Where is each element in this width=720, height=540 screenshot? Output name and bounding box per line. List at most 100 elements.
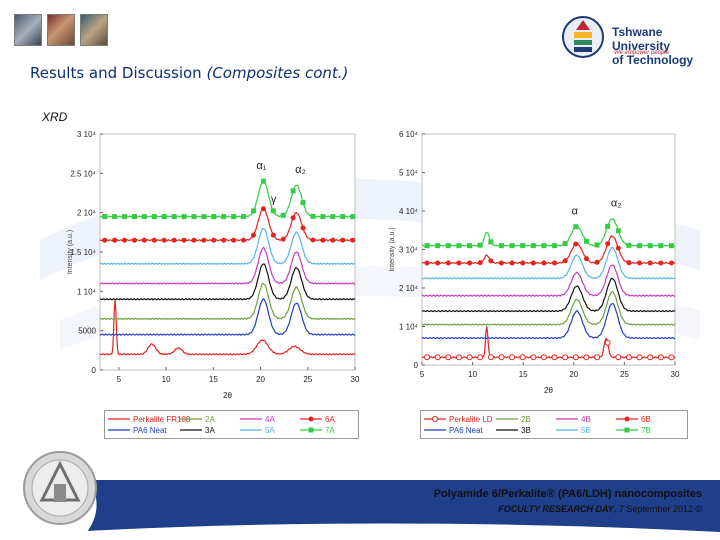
series-marker xyxy=(102,214,108,220)
legend-label: 3A xyxy=(205,426,215,435)
header-photo-2 xyxy=(47,14,75,46)
series-marker xyxy=(112,237,118,243)
series-marker xyxy=(131,214,137,220)
series-marker xyxy=(241,237,247,243)
series-marker xyxy=(191,237,197,243)
series-marker xyxy=(310,213,316,219)
series-line xyxy=(99,282,356,320)
series-marker xyxy=(615,228,621,234)
series-marker xyxy=(181,237,187,243)
series-marker xyxy=(668,243,674,249)
series-marker xyxy=(657,354,664,361)
legend-label: Perkalite FR100 xyxy=(133,415,191,424)
series-6a xyxy=(99,206,356,243)
legend-item: 5B xyxy=(556,426,591,435)
x-axis-label: 2θ xyxy=(223,391,232,400)
series-marker xyxy=(320,237,326,243)
legend-label: 2A xyxy=(205,415,215,424)
series-line xyxy=(421,246,676,280)
series-marker xyxy=(270,232,276,238)
legend-label: 7A xyxy=(325,426,335,435)
series-5b xyxy=(421,246,676,280)
legend-marker xyxy=(624,416,630,422)
series-line xyxy=(421,326,676,359)
legend-label: 5A xyxy=(265,426,275,435)
plot-area xyxy=(99,133,356,371)
legend-label: 6B xyxy=(641,415,651,424)
series-marker xyxy=(171,214,177,220)
page-title: Results and Discussion (Composites cont.… xyxy=(30,64,349,82)
series-marker xyxy=(241,214,247,220)
series-marker xyxy=(668,260,674,266)
series-marker xyxy=(340,237,346,243)
legend-label: PA6 Neat xyxy=(133,426,167,435)
legend-label: 2B xyxy=(521,415,531,424)
series-marker xyxy=(320,214,326,220)
series-marker xyxy=(487,354,494,361)
legend-item: 3B xyxy=(496,426,531,435)
y-tick-label: 3 10⁴ xyxy=(77,130,97,139)
series-marker xyxy=(221,214,227,220)
series-pa6-neat xyxy=(421,302,676,340)
x-tick-label: 15 xyxy=(519,370,528,379)
peak-label: α₂ xyxy=(611,198,622,210)
series-marker xyxy=(509,243,515,249)
series-7b xyxy=(421,218,676,249)
series-perkalite-fr100 xyxy=(99,299,356,356)
legend-item: 7A xyxy=(300,426,335,435)
series-marker xyxy=(300,225,306,231)
series-marker xyxy=(122,237,128,243)
legend-label: 3B xyxy=(521,426,531,435)
faculty-emblem-icon xyxy=(23,451,97,525)
series-marker xyxy=(625,354,632,361)
series-marker xyxy=(122,214,128,220)
xrd-chart-b: 0 1 10⁴ 2 10⁴ 3 10⁴ 4 10⁴ 5 10⁴ 6 10⁴ 5 10 15 20 25… xyxy=(389,130,680,395)
series-marker xyxy=(498,354,505,361)
series-marker xyxy=(637,243,643,249)
x-tick-label: 5 xyxy=(420,370,425,379)
series-marker xyxy=(498,243,504,249)
series-marker xyxy=(605,223,611,229)
series-marker xyxy=(647,260,653,266)
series-marker xyxy=(231,237,237,243)
series-marker xyxy=(530,354,537,361)
series-marker xyxy=(562,240,568,246)
peak-label: α₁ xyxy=(256,160,266,172)
series-marker xyxy=(498,260,504,266)
series-marker xyxy=(201,214,207,220)
series-marker xyxy=(583,238,589,244)
series-marker xyxy=(477,260,483,266)
series-marker xyxy=(435,243,441,249)
y-tick-label: 5000 xyxy=(78,327,96,336)
y-tick-label: 1 10⁴ xyxy=(77,287,97,296)
series-marker xyxy=(604,339,611,346)
legend-label: 5B xyxy=(581,426,591,435)
x-tick-label: 30 xyxy=(671,370,680,379)
y-tick-label: 2 10⁴ xyxy=(399,284,419,293)
series-marker xyxy=(466,354,473,361)
university-slogan: We empower people xyxy=(614,50,669,56)
series-marker xyxy=(467,260,473,266)
y-tick-label: 6 10⁴ xyxy=(399,130,419,139)
xrd-chart-a: 0 5000 1 10⁴ 1.5 10⁴ 2 10⁴ 2.5 10⁴ 3 10⁴ 5 10 15 2… xyxy=(67,130,360,400)
x-axis-label: 2θ xyxy=(544,386,553,395)
series-line xyxy=(421,302,676,340)
legend-label: PA6 Neat xyxy=(449,426,483,435)
x-tick-label: 5 xyxy=(117,375,122,384)
x-tick-label: 20 xyxy=(569,370,578,379)
series-marker xyxy=(350,237,356,243)
y-tick-label: 0 xyxy=(414,361,419,370)
plot-area xyxy=(421,133,676,366)
series-marker xyxy=(583,354,590,361)
header-photo-1 xyxy=(14,14,42,46)
series-marker xyxy=(467,243,473,249)
legend-marker xyxy=(308,427,314,433)
series-line xyxy=(99,299,356,356)
series-3b xyxy=(421,277,676,313)
legend-marker xyxy=(624,427,630,433)
series-marker xyxy=(250,232,256,238)
series-marker xyxy=(509,260,515,266)
series-line xyxy=(99,263,356,301)
series-line xyxy=(421,277,676,313)
series-line xyxy=(421,290,676,326)
